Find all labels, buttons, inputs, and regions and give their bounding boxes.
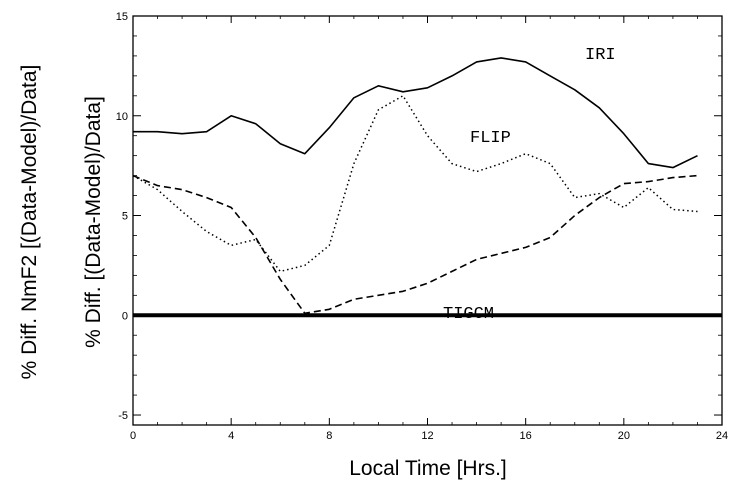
plot-frame xyxy=(132,15,723,426)
series-label-iri: IRI xyxy=(585,46,616,65)
x-axis-title: Local Time [Hrs.] xyxy=(349,457,507,480)
series-lines xyxy=(132,57,722,318)
y-tick-label: 5 xyxy=(122,211,128,223)
y-axis-title-inner: % Diff. [(Data-Model)/Data] xyxy=(82,96,105,348)
y-tick-label: 0 xyxy=(122,310,128,322)
series-line-dashed-2 xyxy=(132,174,698,315)
x-tick-label: 4 xyxy=(228,430,234,442)
x-tick-label: 12 xyxy=(421,430,433,442)
x-tick-label: 24 xyxy=(716,430,728,442)
series-label-tigcm: TIGCM xyxy=(443,305,494,324)
series-label-flip: FLIP xyxy=(470,129,511,148)
x-tick-label: 20 xyxy=(618,430,630,442)
x-tick-label: 0 xyxy=(130,430,136,442)
x-tick-label: 16 xyxy=(520,430,532,442)
y-tick-label: 10 xyxy=(116,111,128,123)
y-tick-label: 15 xyxy=(116,11,128,23)
y-tick-label: -5 xyxy=(118,410,128,422)
series-line-iri xyxy=(133,57,698,169)
y-axis-title-outer: % Diff. NmF2 [(Data-Model)/Data] xyxy=(18,65,41,380)
plot-area xyxy=(132,15,723,426)
series-line-flip xyxy=(132,95,698,273)
x-tick-label: 8 xyxy=(326,430,332,442)
